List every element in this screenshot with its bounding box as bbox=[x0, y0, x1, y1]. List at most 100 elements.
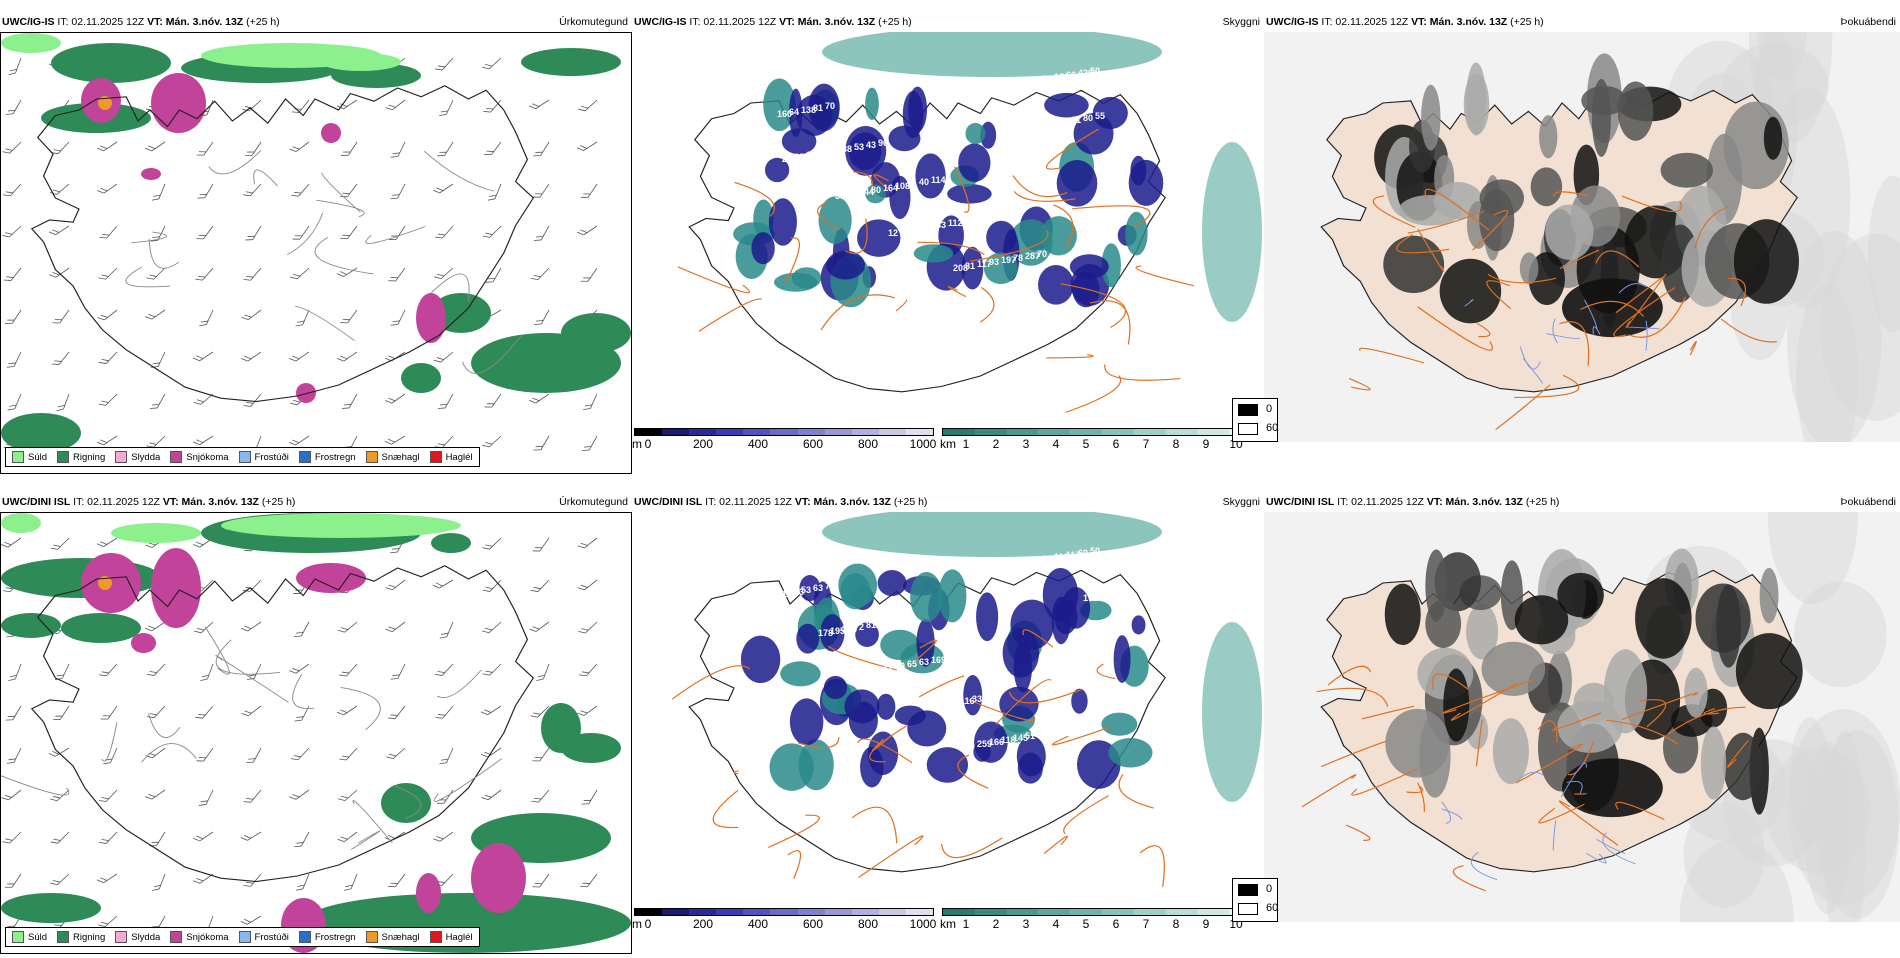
scale-tick: 9 bbox=[1203, 437, 1210, 451]
valid-time: Mán. 3.nóv. 13Z bbox=[1427, 16, 1507, 28]
snow-area bbox=[131, 633, 156, 653]
legend-swatch bbox=[115, 931, 127, 943]
init-time: IT: 02.11.2025 12Z bbox=[702, 496, 795, 508]
road-line bbox=[424, 151, 494, 191]
wind-barb bbox=[484, 138, 501, 158]
fog-index-map[interactable] bbox=[1264, 32, 1900, 442]
wind-barb bbox=[391, 661, 405, 682]
fog-index-map[interactable] bbox=[1264, 512, 1900, 922]
valid-time-label: VT: bbox=[147, 16, 163, 28]
visibility-panel: UWC/DINI ISL IT: 02.11.2025 12Z VT: Mán.… bbox=[632, 490, 1264, 940]
cloud-base-value: 119 bbox=[948, 698, 963, 708]
legend-item-sleet: Slydda bbox=[115, 931, 160, 943]
road-line bbox=[1119, 774, 1154, 808]
wind-barb bbox=[433, 827, 453, 843]
legend-item-freezing-rain: Frostregn bbox=[299, 931, 356, 943]
cloud-base-area bbox=[878, 570, 907, 596]
wind-barb bbox=[532, 870, 549, 890]
cloud-base-area bbox=[790, 698, 824, 745]
drizzle-area bbox=[111, 523, 201, 543]
wind-barb bbox=[242, 96, 261, 114]
wind-barb bbox=[145, 305, 165, 321]
model-name: UWC/IG-IS bbox=[634, 16, 687, 28]
drizzle-area bbox=[1, 33, 61, 53]
wind-barb bbox=[197, 139, 213, 159]
wind-barb bbox=[344, 872, 357, 893]
legend-item-hail: Haglél bbox=[430, 451, 473, 463]
rain-area bbox=[51, 43, 171, 83]
road-line bbox=[788, 851, 801, 879]
scale-tick: 2 bbox=[993, 437, 1000, 451]
cloud-base-value: 43 bbox=[866, 140, 876, 150]
legend-value-max: 60 bbox=[1266, 422, 1278, 434]
legend-label: Frostúði bbox=[255, 932, 289, 943]
fog-area bbox=[1385, 584, 1421, 645]
model-name: UWC/IG-IS bbox=[1266, 16, 1319, 28]
wind-barb bbox=[245, 223, 261, 243]
cloud-base-value: 40 bbox=[919, 177, 929, 187]
wind-barb bbox=[340, 306, 357, 326]
cloud-base-area bbox=[780, 661, 821, 686]
wind-barb bbox=[1, 533, 21, 549]
cloud-base-value: 97 bbox=[847, 189, 857, 199]
wind-barb bbox=[389, 223, 405, 243]
legend-item-hail: Haglél bbox=[430, 931, 473, 943]
wind-barb bbox=[99, 222, 117, 241]
cloud-base-value: 65 bbox=[772, 64, 782, 74]
wind-barb bbox=[246, 745, 261, 765]
legend-value-min: 0 bbox=[1266, 403, 1272, 415]
road-line bbox=[216, 640, 280, 674]
legend-label: Frostregn bbox=[315, 452, 356, 463]
legend-swatch bbox=[299, 451, 311, 463]
cloud-base-value: 187 bbox=[818, 148, 833, 158]
cloud-base-area bbox=[1130, 156, 1146, 186]
wind-barb bbox=[579, 660, 597, 679]
scale-tick: 1 bbox=[963, 437, 970, 451]
wind-barb bbox=[390, 181, 405, 201]
drizzle-area bbox=[321, 53, 401, 71]
road-line bbox=[1136, 266, 1194, 286]
scale-tick: 0 bbox=[645, 437, 652, 451]
cloud-base-value: 138 bbox=[801, 105, 816, 115]
wind-barb bbox=[534, 307, 549, 327]
road-line bbox=[366, 226, 426, 243]
legend-label: Rigning bbox=[73, 452, 105, 463]
fog-area bbox=[1399, 195, 1463, 226]
wind-barb bbox=[534, 223, 549, 243]
wind-barb bbox=[244, 264, 261, 283]
model-name: UWC/DINI ISL bbox=[1266, 496, 1334, 508]
fog-area bbox=[1701, 727, 1726, 800]
precip-type-title: Úrkomutegund bbox=[559, 496, 628, 508]
cloud-base-value: 50 bbox=[1090, 546, 1100, 556]
wind-barb bbox=[195, 264, 213, 283]
cloud-base-value: 114 bbox=[931, 175, 946, 185]
legend-item-snow: Snjókoma bbox=[170, 451, 228, 463]
fog-area bbox=[1635, 578, 1692, 659]
legend-value-min: 0 bbox=[1266, 883, 1272, 895]
cloud-base-value: 112 bbox=[948, 218, 963, 228]
wind-barb bbox=[291, 180, 309, 199]
fog-area bbox=[1736, 633, 1803, 709]
cloud-base-value: 103 bbox=[789, 587, 804, 597]
wind-barb bbox=[291, 744, 309, 763]
wind-barb bbox=[338, 617, 357, 634]
road-line bbox=[434, 759, 502, 802]
wind-barb bbox=[193, 827, 213, 843]
wind-barb bbox=[481, 785, 501, 802]
legend-swatch bbox=[366, 451, 378, 463]
wind-barb bbox=[434, 347, 453, 364]
scale-tick: 7 bbox=[1143, 437, 1150, 451]
cloud-base-value: 117 bbox=[900, 226, 915, 236]
wind-barb bbox=[2, 828, 21, 846]
road-line bbox=[142, 744, 197, 763]
wind-barb bbox=[50, 870, 69, 888]
legend-swatch-light bbox=[1238, 423, 1258, 435]
scale-tick: 1 bbox=[963, 917, 970, 931]
cloud-base-area bbox=[947, 184, 992, 204]
wind-barb bbox=[289, 137, 309, 154]
